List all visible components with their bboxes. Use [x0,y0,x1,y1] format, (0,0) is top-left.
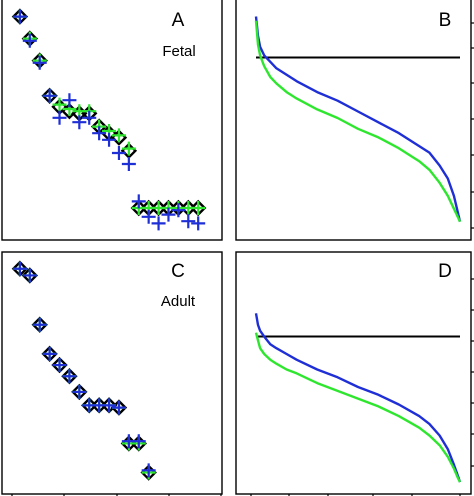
panel-b-frame [235,0,472,241]
panel-b-right-ticks [471,22,474,229]
panel-d-letter: D [438,261,452,282]
panel-c-letter: C [171,261,185,282]
panel-d-curve-blue [254,313,462,483]
panel-a: A Fetal [1,0,223,241]
panel-a-point-green-11 [111,128,126,143]
panel-a-marks [11,8,207,231]
panel-a-letter: A [172,10,185,31]
panel-d: D [235,251,474,496]
panel-b-curve-blue [254,16,462,222]
panel-a-point-green-19 [191,201,206,215]
panel-a-point-blue-18 [181,214,196,229]
panel-a-point-blue-11 [111,146,126,160]
panel-c-point-blue-4 [42,346,57,361]
panel-a-point-blue-9 [92,126,107,141]
panel-a-point-blue-4 [42,88,57,103]
panel-b-marks [254,16,462,223]
panel-a-point-blue-13 [131,194,146,209]
panel-c-frame [1,251,223,495]
panel-a-point-blue-1 [12,9,27,24]
panel-b-curve-green [254,20,462,223]
panel-b-letter: B [439,10,452,31]
panel-d-ticks [250,278,474,496]
panel-d-marks [254,313,462,483]
panel-c-point-blue-2 [22,268,37,283]
panel-a-point-blue-5 [52,110,67,125]
panel-a-point-green-5 [52,97,67,112]
panel-a-point-blue-12 [121,157,136,171]
panel-a-point-blue-8 [82,110,97,125]
panel-a-point-blue-3 [32,55,47,70]
panel-c-point-blue-10 [102,398,117,413]
panel-b: B [235,0,474,241]
panel-c-marks [11,260,157,481]
panel-a-point-blue-2 [22,33,37,48]
panel-a-point-blue-16 [161,207,176,222]
panel-c-point-blue-6 [62,369,77,384]
panel-c-point-blue-14 [141,463,156,478]
panel-c-point-blue-11 [111,400,126,415]
panel-a-point-blue-14 [141,209,156,224]
panel-a-point-blue-15 [151,216,166,231]
panel-a-annotation: Fetal [162,43,195,60]
panel-c-point-blue-1 [12,261,27,276]
panel-c-point-blue-3 [32,317,47,332]
panel-c-point-blue-13 [131,434,146,449]
panel-d-curve-green [254,332,462,483]
panel-c-point-blue-7 [72,384,87,399]
panel-a-point-green-12 [121,141,136,156]
panel-d-frame [235,251,472,495]
panel-c-bottom-ticks [11,494,222,496]
panel-c-point-blue-5 [52,358,67,373]
panel-c: C Adult [1,251,223,496]
panel-a-point-blue-17 [171,203,186,218]
panel-a-point-blue-7 [72,115,87,130]
panel-a-point-blue-19 [191,216,206,231]
panel-a-frame [1,0,223,241]
panel-a-point-blue-6 [62,93,77,108]
panel-a-point-blue-10 [102,132,117,147]
panel-c-annotation: Adult [161,293,196,310]
